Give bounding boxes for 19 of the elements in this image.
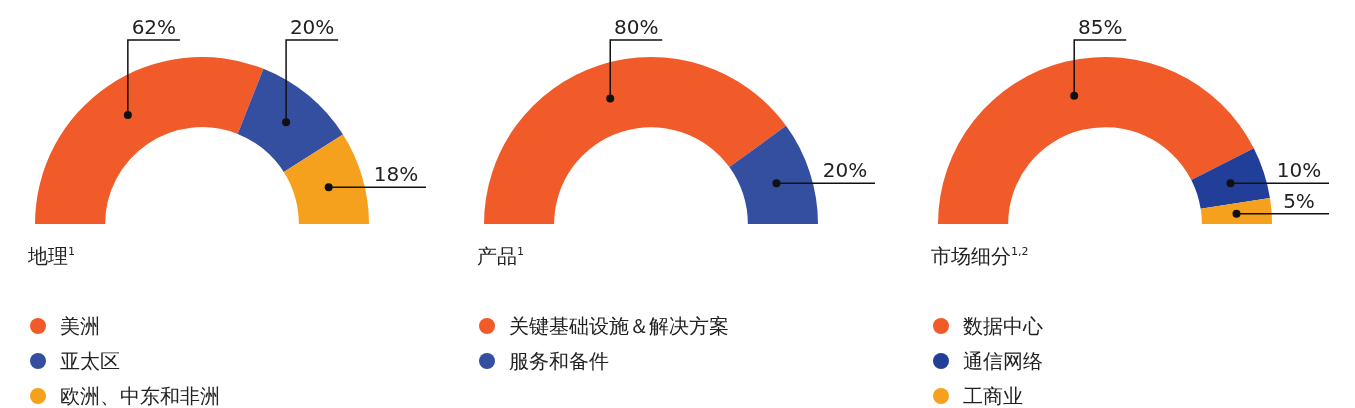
data-label: 62% (131, 15, 177, 39)
legend-label: 工商业 (963, 382, 1023, 408)
legend-label: 关键基础设施＆解决方案 (509, 312, 729, 340)
legend-label: 数据中心 (963, 312, 1043, 340)
data-label: 80% (614, 15, 659, 39)
data-label: 20% (822, 158, 868, 183)
legend-label: 亚太区 (60, 347, 120, 375)
text: 市场细分$^{1,2}$ (931, 243, 1029, 270)
data-label: 10% (1276, 158, 1322, 183)
legend-label: 欧洲、中东和非洲 (60, 382, 220, 408)
data-label: 20% (289, 15, 335, 39)
text: 地理$^{1}$ (28, 243, 75, 270)
data-label: 18% (373, 162, 419, 187)
text: 产品$^{1}$ (477, 243, 524, 270)
legend-label: 美洲 (60, 312, 100, 340)
legend-label: 服务和备件 (509, 347, 609, 375)
legend-label: 通信网络 (963, 347, 1043, 375)
data-label: 5% (1283, 188, 1315, 213)
data-label: 85% (1077, 15, 1123, 39)
